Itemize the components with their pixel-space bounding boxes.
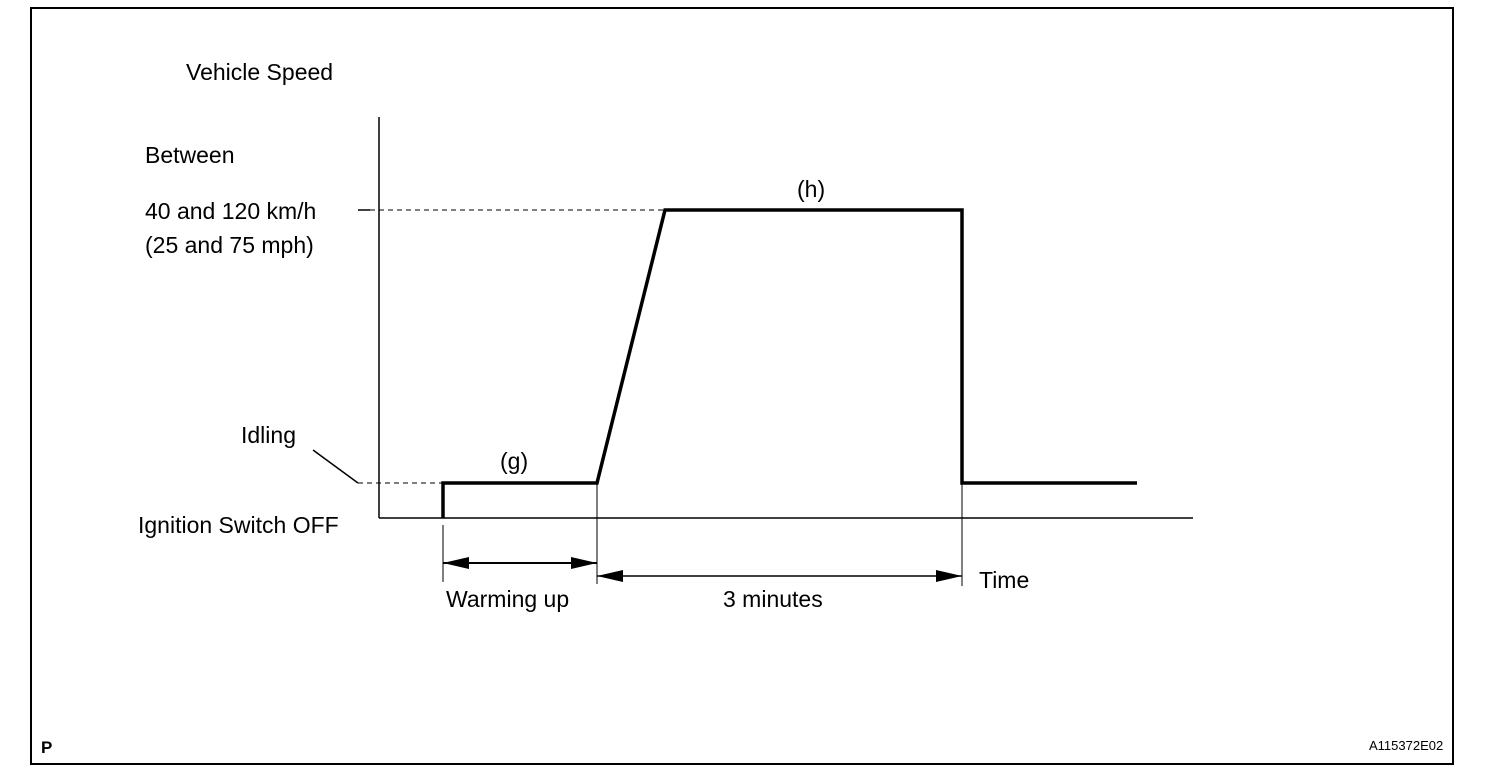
idling-label: Idling (241, 422, 296, 448)
speed-kmh-label: 40 and 120 km/h (145, 198, 317, 224)
speed-mph-label: (25 and 75 mph) (145, 232, 314, 258)
time-label: Time (979, 567, 1030, 593)
speed-profile-line (441, 208, 1137, 518)
warming-up-label: Warming up (446, 586, 570, 612)
three-minutes-label: 3 minutes (723, 586, 823, 612)
y-axis-title: Vehicle Speed (186, 59, 334, 85)
between-label: Between (145, 142, 235, 168)
frame-border (30, 7, 1454, 765)
ignition-off-label: Ignition Switch OFF (138, 512, 339, 538)
figure-id: A115372E02 (1369, 738, 1444, 753)
page-marker: P (41, 738, 53, 757)
phase-g-label: (g) (500, 448, 529, 474)
phase-h-label: (h) (797, 176, 826, 202)
idling-leader (312, 449, 359, 484)
